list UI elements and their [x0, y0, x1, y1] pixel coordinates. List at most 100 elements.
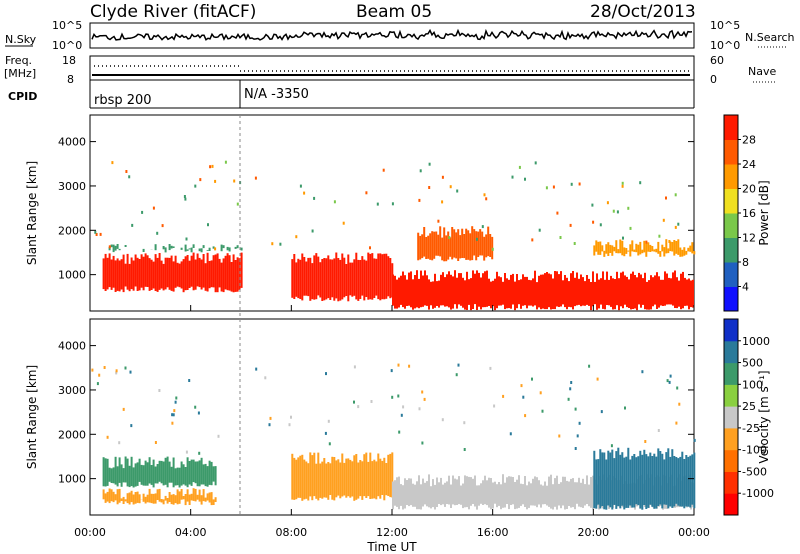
power-region-5-column: [623, 247, 626, 257]
power-region-3-column: [530, 280, 532, 306]
noise-left-tick-top: 10^5: [52, 19, 82, 32]
velocity-scatter-point: [357, 405, 360, 409]
power-region-1-column: [170, 245, 173, 249]
velocity-region-3-column: [504, 482, 506, 508]
power-scatter-point: [448, 236, 451, 240]
power-region-4-column: [449, 237, 452, 257]
velocity-scatter-point: [588, 364, 591, 368]
power-region-3-column: [520, 279, 522, 309]
velocity-region-3-column: [562, 476, 564, 506]
power-region-4-column: [441, 237, 444, 261]
velocity-region-3-column: [478, 485, 480, 506]
velocity-region-2-column: [315, 463, 318, 499]
velocity-region-4-column: [629, 459, 632, 506]
velocity-region-3-column: [428, 474, 430, 508]
velocity-scatter-point: [666, 379, 669, 383]
velocity-region-1-column: [156, 489, 159, 500]
power-region-0-column: [174, 255, 177, 288]
power-region-5-column: [597, 241, 600, 255]
velocity-region-1-column: [110, 489, 113, 502]
power-region-3-column: [422, 275, 424, 307]
power-region-2-column: [387, 256, 390, 297]
power-region-0-column: [188, 260, 191, 288]
power-region-4-column: [443, 227, 446, 262]
power-scatter-point: [428, 162, 431, 166]
power-region-0-column: [206, 252, 209, 292]
velocity-region-3-column: [418, 475, 420, 510]
power-region-2-column: [367, 252, 370, 300]
velocity-region-1-column: [202, 489, 205, 502]
power-region-3-column: [570, 273, 572, 308]
power-region-2-column: [337, 258, 340, 302]
velocity-region-4-column: [673, 456, 676, 507]
velocity-region-4-column: [645, 454, 648, 509]
velocity-region-1-column: [176, 489, 179, 505]
power-region-3-column: [536, 282, 538, 310]
velocity-region-1-column: [104, 493, 107, 503]
velocity-scatter-point: [288, 423, 291, 427]
power-region-2-column: [303, 257, 306, 296]
power-region-3-column: [664, 271, 666, 306]
power-region-0-column: [224, 255, 227, 290]
noise-left-tick-bottom: 10^0: [52, 39, 82, 52]
velocity-scatter-point: [124, 366, 127, 370]
velocity-region-1-column: [178, 491, 181, 504]
velocity-region-1-column: [212, 499, 215, 505]
power-region-3-column: [396, 279, 398, 309]
power-region-1-column: [162, 246, 165, 250]
power-region-1-column: [206, 250, 209, 251]
power-region-1-column: [168, 244, 171, 251]
power-region-4-column: [455, 232, 458, 259]
velocity-region-1-column: [162, 499, 165, 505]
power-scatter-point: [545, 186, 548, 190]
velocity-region-1-column: [146, 494, 149, 503]
velocity-scatter-point: [174, 400, 177, 404]
power-region-4-column: [427, 235, 430, 259]
power-region-1-column: [184, 244, 187, 252]
velocity-scatter-point: [693, 438, 696, 442]
power-region-3-column: [594, 281, 596, 305]
power-region-3-column: [486, 270, 488, 307]
velocity-region-2-column: [355, 454, 358, 500]
velocity-region-0-column: [124, 456, 127, 483]
power-region-3-column: [498, 276, 500, 306]
power-region-1-column: [208, 247, 211, 251]
power-region-5-column: [613, 246, 616, 252]
power-region-3-column: [556, 271, 558, 307]
velocity-colorbar-tick-label: -100: [742, 444, 767, 457]
velocity-region-4-column: [657, 448, 660, 506]
power-region-3-column: [492, 280, 494, 307]
velocity-scatter-point: [173, 409, 176, 413]
velocity-colorbar-tick-label: -1000: [742, 487, 774, 500]
velocity-region-1-column: [128, 492, 131, 505]
power-region-2-column: [383, 253, 386, 300]
power-region-3-column: [548, 273, 550, 308]
power-scatter-point: [152, 206, 155, 210]
power-region-3-column: [592, 271, 594, 307]
power-region-3-column: [600, 278, 602, 305]
power-region-0-column: [142, 256, 145, 291]
velocity-region-0-column: [206, 466, 209, 487]
power-region-3-column: [394, 275, 396, 309]
power-region-3-column: [644, 272, 646, 310]
power-region-3-column: [472, 270, 474, 309]
power-region-4-column: [417, 232, 420, 261]
power-scatter-point: [606, 201, 609, 205]
power-scatter-point: [578, 182, 581, 186]
power-region-5-column: [677, 239, 680, 255]
power-region-5-column: [607, 242, 610, 256]
power-region-1-column: [180, 247, 183, 250]
velocity-region-3-column: [392, 481, 394, 510]
power-scatter-point: [559, 236, 562, 239]
power-region-3-column: [690, 280, 692, 308]
velocity-scatter-point: [325, 372, 327, 376]
velocity-region-4-column: [625, 456, 628, 508]
velocity-region-4-column: [597, 459, 600, 505]
velocity-scatter-point: [541, 409, 544, 413]
velocity-region-3-column: [416, 481, 418, 510]
power-region-0-column: [116, 258, 119, 291]
power-region-0-column: [172, 261, 175, 292]
power-region-3-column: [586, 275, 588, 305]
velocity-region-3-column: [572, 478, 574, 508]
power-data-layer: [94, 160, 696, 311]
